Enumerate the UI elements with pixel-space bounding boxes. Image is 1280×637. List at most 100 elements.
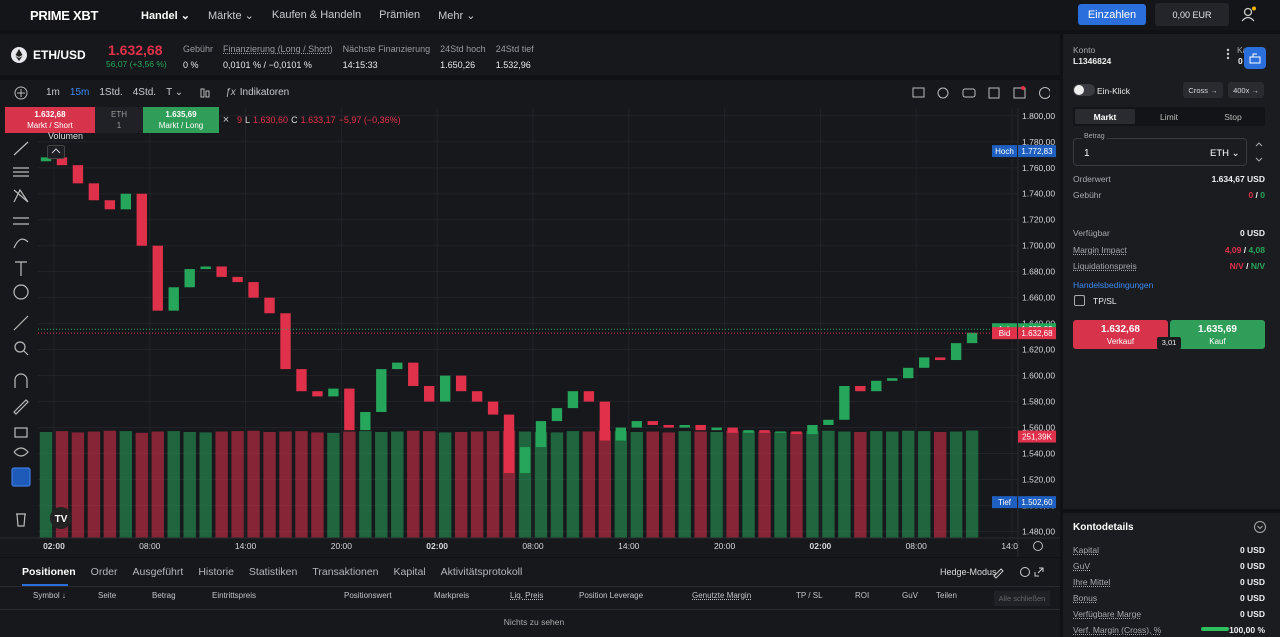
detail-label: Bonus	[1073, 593, 1098, 603]
candle	[950, 343, 962, 361]
volume-bar	[135, 432, 148, 538]
stepper[interactable]	[1254, 140, 1264, 164]
bottom-tab[interactable]: Transaktionen	[312, 566, 379, 578]
column-header: TP / SL	[796, 591, 823, 600]
menu-item[interactable]: Mehr ⌄	[438, 9, 476, 22]
details-toggle[interactable]	[1254, 521, 1266, 533]
logo[interactable]: PRIME XBT	[30, 8, 99, 23]
margin-mode[interactable]: Cross →	[1183, 82, 1223, 98]
volume-bar	[183, 431, 196, 538]
candle	[136, 193, 147, 246]
bottom-tab[interactable]: Historie	[198, 566, 234, 578]
trade-conditions[interactable]: Handelsbedingungen	[1073, 280, 1154, 290]
intervals: 1m 15m 1Std. 4Std. T ⌄	[46, 87, 183, 98]
user-icon[interactable]	[1240, 6, 1258, 24]
buy-price: 1.635,69	[1198, 323, 1237, 335]
candle-icon[interactable]	[199, 86, 211, 100]
buy-button[interactable]: 1.635,69 Kauf	[1170, 320, 1265, 349]
account-details: Kontodetails Kapital 0 USD GuV 0 USD Ihre Mi…	[1063, 513, 1280, 637]
volume-bar	[391, 431, 404, 538]
interval[interactable]: 15m	[69, 87, 90, 98]
bottom-tabs: Positionen Order Ausgeführt Historie Statist…	[22, 566, 522, 578]
quick-amount[interactable]: ETH 1	[95, 107, 143, 133]
candle	[280, 313, 291, 370]
volume-bar	[486, 431, 500, 538]
candle	[695, 424, 706, 431]
volume-bar	[359, 431, 372, 538]
order-tab[interactable]: Stop	[1224, 111, 1242, 122]
stat-value: 0 %	[183, 60, 199, 70]
tpsl-checkbox[interactable]	[1074, 295, 1085, 306]
sell-button[interactable]: 1.632,68 Verkauf	[1073, 320, 1168, 349]
y-tick-label: 1.800,00	[1022, 111, 1055, 121]
column-header: Betrag	[152, 591, 176, 600]
stat-value: 1.650,26	[440, 60, 476, 70]
order-tab[interactable]: Limit	[1160, 111, 1178, 122]
quick-asset: ETH	[111, 110, 127, 119]
amount-value: 1	[1084, 148, 1090, 159]
stat: 24Std tief 1.532,96	[496, 44, 534, 70]
menu-item[interactable]: Handel ⌄	[141, 9, 190, 22]
candle	[855, 386, 866, 392]
symbol[interactable]: ETH/USD	[33, 48, 86, 62]
bottom-tab[interactable]: Positionen	[22, 566, 76, 578]
row-value-part: /	[1241, 245, 1249, 255]
y-tick-label: 1.780,00	[1022, 137, 1055, 147]
candle	[328, 388, 339, 397]
leverage[interactable]: 400x →	[1228, 82, 1264, 98]
candle	[839, 386, 850, 420]
empty-message: Nichts zu sehen	[503, 617, 565, 627]
volume-bar	[119, 431, 133, 538]
add-icon[interactable]	[14, 86, 28, 100]
volume-bar	[965, 430, 979, 538]
hedge-mode[interactable]: Hedge-Modus	[940, 567, 997, 577]
menu-item[interactable]: Kaufen & Handeln	[271, 9, 362, 21]
y-tick-label: 1.740,00	[1022, 189, 1055, 199]
volume-bar	[167, 431, 180, 538]
interval[interactable]: 1Std.	[99, 87, 123, 98]
volume-bar	[103, 430, 117, 538]
candle	[264, 297, 275, 314]
column-header: Positionswert	[344, 591, 392, 600]
panel-row: Orderwert 1.634,67 USD	[1073, 174, 1265, 184]
candle	[184, 269, 195, 288]
account-label: Konto	[1073, 45, 1096, 55]
candle	[966, 332, 978, 344]
volume-bar	[566, 431, 580, 538]
bottom-tab[interactable]: Statistiken	[248, 566, 298, 578]
row-value-part: 0 USD	[1239, 228, 1265, 238]
close-all[interactable]: Alle schließen	[994, 591, 1050, 606]
column-header[interactable]: Symbol ↓	[33, 591, 66, 600]
row-label: Liquidationspreis	[1073, 261, 1137, 271]
volume-bar	[71, 432, 85, 538]
column-header: Liq. Preis	[510, 591, 544, 600]
detail-row: Verf. Margin (Cross), % 100,00 %	[1073, 625, 1265, 635]
interval[interactable]: T ⌄	[166, 87, 184, 98]
quick-buy[interactable]: 1.635,69 Markt / Long	[143, 107, 219, 133]
interval[interactable]: 4Std.	[132, 87, 157, 98]
bottom-tab[interactable]: Ausgeführt	[132, 566, 184, 578]
bottom-tab[interactable]: Aktivitätsprotokoll	[440, 566, 523, 578]
one-click-toggle[interactable]	[1073, 84, 1095, 96]
volume-bar	[311, 432, 324, 538]
detail-value: 0 USD	[1239, 593, 1265, 603]
volume-bar	[263, 431, 276, 538]
bottom-tab[interactable]: Kapital	[393, 566, 426, 578]
menu-item[interactable]: Prämien	[379, 9, 421, 21]
order-tab[interactable]: Markt	[1075, 109, 1135, 124]
menu-item[interactable]: Märkte ⌄	[207, 9, 254, 22]
balance-button[interactable]: 0,00 EUR	[1155, 3, 1229, 26]
interval[interactable]: 1m	[46, 87, 60, 98]
deposit-button[interactable]: Einzahlen	[1078, 4, 1146, 25]
indicators[interactable]: Indikatoren	[239, 87, 290, 98]
quick-buy-label: Markt / Long	[158, 121, 204, 130]
collapse-button[interactable]	[47, 145, 65, 159]
quick-sell[interactable]: 1.632,68 Markt / Short	[5, 107, 95, 133]
bottom-tab[interactable]: Order	[90, 566, 118, 578]
x-tick-label: 08:00	[906, 541, 928, 551]
quick-sell-price: 1.632,68	[34, 110, 66, 119]
candle	[615, 427, 627, 441]
candle	[120, 193, 132, 210]
amount-input[interactable]: Betrag 1 ETH ⌄	[1073, 133, 1247, 166]
quick-close[interactable]: ×	[222, 114, 230, 126]
